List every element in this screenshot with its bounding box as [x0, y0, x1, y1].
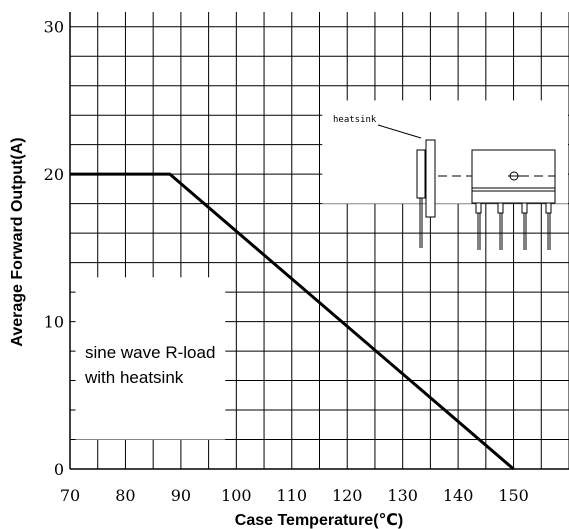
- annotation-line-2: with heatsink: [84, 368, 184, 387]
- x-tick-label: 80: [115, 486, 135, 505]
- x-tick-label: 110: [277, 486, 308, 505]
- y-tick-label: 0: [54, 460, 64, 479]
- front-leads: [475, 202, 552, 250]
- x-tick-label: 120: [332, 486, 363, 505]
- y-tick-label: 30: [44, 18, 64, 37]
- inset-label-heatsink: heatsink: [333, 115, 377, 125]
- x-tick-label: 70: [60, 486, 80, 505]
- heatsink-leader: [377, 124, 422, 139]
- x-tick-label: 100: [221, 486, 252, 505]
- y-tick-label: 20: [44, 165, 64, 184]
- x-tick-label: 90: [171, 486, 191, 505]
- x-tick-label: 150: [498, 486, 529, 505]
- heatsink-inset: heatsink: [333, 115, 556, 250]
- x-tick-label: 130: [387, 486, 418, 505]
- x-tick-label: 140: [443, 486, 474, 505]
- annotation-box: [75, 277, 226, 440]
- x-axis-title: Case Temperature(℃): [235, 512, 403, 529]
- y-tick-label: 10: [44, 313, 64, 332]
- annotation-line-1: sine wave R-load: [85, 343, 215, 362]
- package-side-view: [416, 149, 426, 199]
- series-line: [70, 172, 515, 471]
- tick-labels: 70 80 90 100 110 120 130 140 150 0 10 20 30: [44, 18, 529, 505]
- heatsink-plate: [425, 139, 436, 218]
- y-axis-title: Average Forward Output(A): [9, 137, 26, 346]
